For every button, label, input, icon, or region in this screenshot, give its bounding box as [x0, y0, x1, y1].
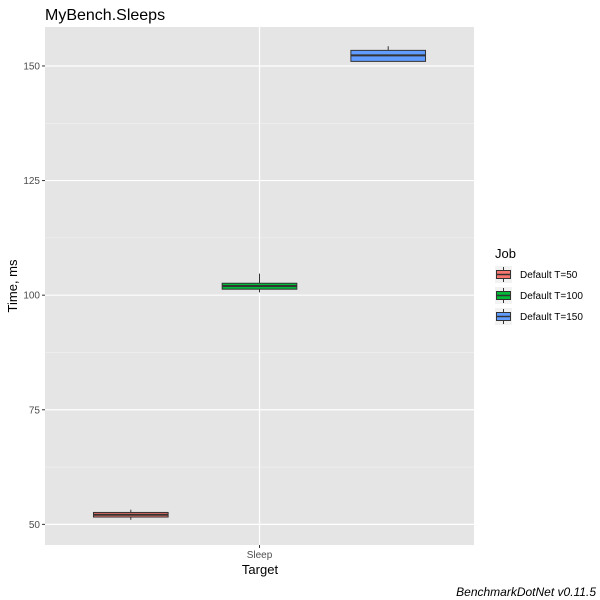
chart-title: MyBench.Sleeps [45, 7, 165, 24]
y-axis: 50 75 100 125 150 [23, 61, 45, 531]
box-default-t-50 [92, 509, 169, 520]
box-default-t-150 [350, 46, 427, 62]
y-tick-label: 125 [23, 176, 40, 187]
legend-item: Default T=150 [495, 308, 583, 325]
legend-item: Default T=100 [495, 287, 583, 304]
y-tick-label: 75 [29, 405, 41, 416]
legend-label: Default T=50 [520, 270, 578, 281]
boxes [92, 46, 427, 520]
legend-title: Job [495, 246, 516, 261]
x-tick-label: Sleep [247, 550, 273, 561]
x-axis-title: Target [242, 562, 279, 577]
y-tick-label: 100 [23, 291, 40, 302]
y-tick-label: 150 [23, 61, 40, 72]
legend-item: Default T=50 [495, 266, 578, 283]
legend-label: Default T=150 [520, 312, 583, 323]
box-default-t-100 [221, 273, 298, 293]
x-axis: Sleep [247, 545, 273, 561]
y-axis-title: Time, ms [5, 259, 20, 312]
y-tick-label: 50 [29, 520, 41, 531]
legend-label: Default T=100 [520, 291, 583, 302]
caption: BenchmarkDotNet v0.11.5 [456, 585, 596, 599]
legend: Job Default T=50 Default T=100 Default T=1… [495, 246, 583, 325]
